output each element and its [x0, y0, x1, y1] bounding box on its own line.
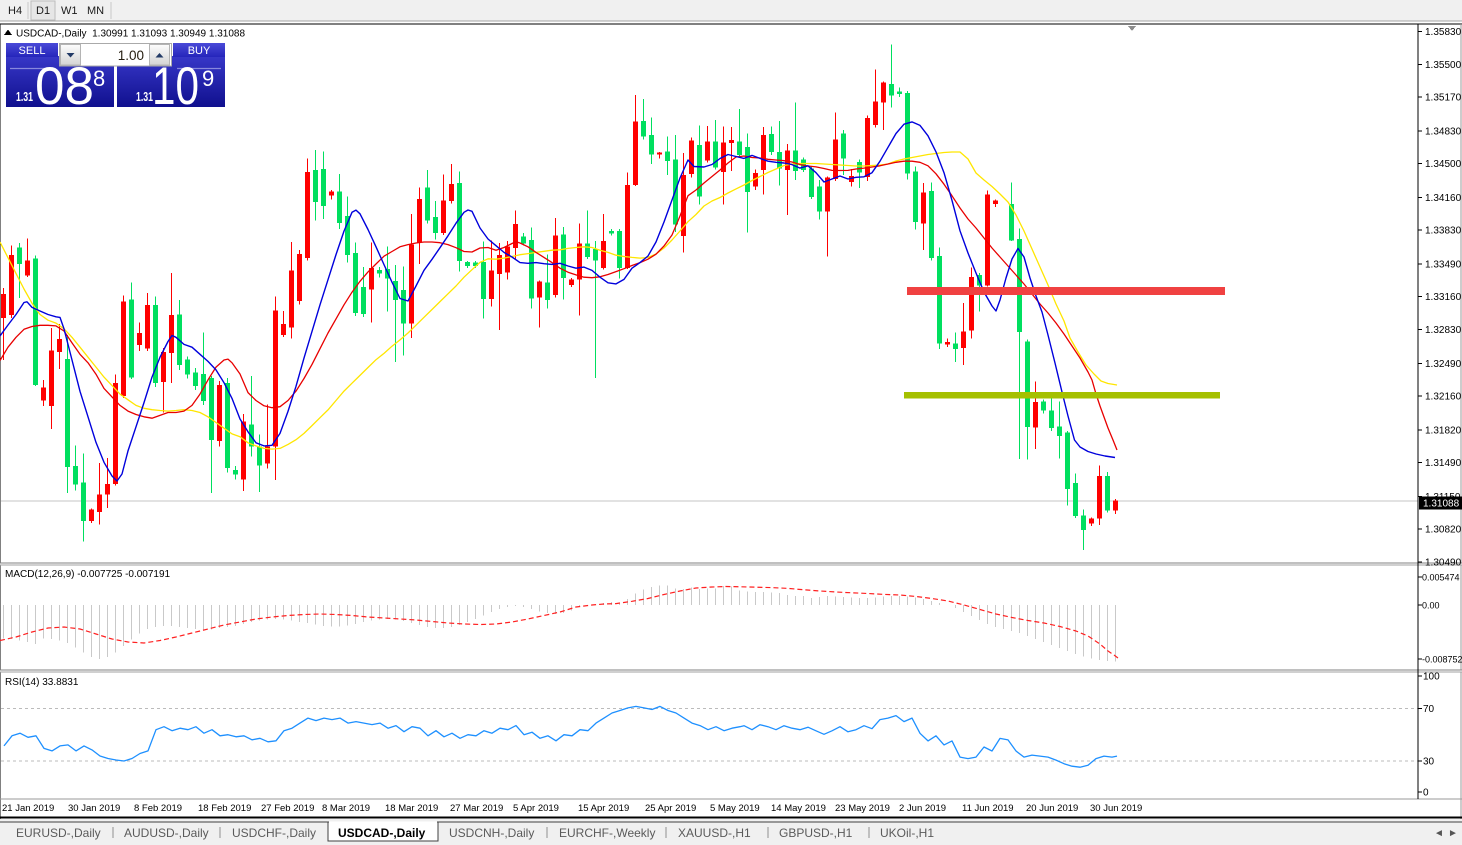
svg-text:8: 8 [93, 66, 105, 91]
svg-text:20 Jun 2019: 20 Jun 2019 [1026, 803, 1078, 814]
svg-text:1.34500: 1.34500 [1425, 159, 1462, 170]
svg-text:1.32160: 1.32160 [1425, 392, 1462, 403]
svg-text:1.31: 1.31 [136, 89, 153, 104]
svg-text:BUY: BUY [188, 45, 211, 57]
svg-text:10: 10 [152, 57, 199, 116]
svg-text:1.31490: 1.31490 [1425, 458, 1462, 469]
svg-text:8 Feb 2019: 8 Feb 2019 [134, 803, 182, 814]
svg-text:XAUUSD-,H1: XAUUSD-,H1 [678, 826, 751, 840]
svg-text:1.35500: 1.35500 [1425, 60, 1462, 71]
svg-text:21 Jan 2019: 21 Jan 2019 [2, 803, 54, 814]
svg-text:18 Feb 2019: 18 Feb 2019 [198, 803, 251, 814]
svg-text:1.34160: 1.34160 [1425, 193, 1462, 204]
svg-text:1.31: 1.31 [16, 89, 33, 104]
svg-text:23 May 2019: 23 May 2019 [835, 803, 890, 814]
svg-text:9: 9 [202, 66, 214, 91]
svg-text:2 Jun 2019: 2 Jun 2019 [899, 803, 946, 814]
svg-text:1.31820: 1.31820 [1425, 425, 1462, 436]
svg-text:D1: D1 [36, 5, 50, 17]
svg-text:1.35170: 1.35170 [1425, 93, 1462, 104]
svg-text:0.00: 0.00 [1422, 601, 1440, 611]
svg-text:►: ► [1448, 828, 1458, 839]
svg-text:AUDUSD-,Daily: AUDUSD-,Daily [124, 826, 209, 840]
svg-text:30: 30 [1423, 757, 1435, 768]
svg-text:08: 08 [35, 57, 94, 116]
svg-text:EURCHF-,Weekly: EURCHF-,Weekly [559, 826, 655, 840]
svg-text:1.34830: 1.34830 [1425, 126, 1462, 137]
svg-text:1.32490: 1.32490 [1425, 359, 1462, 370]
svg-text:25 Apr 2019: 25 Apr 2019 [645, 803, 696, 814]
svg-text:MACD(12,26,9) -0.007725 -0.007: MACD(12,26,9) -0.007725 -0.007191 [5, 569, 171, 580]
svg-text:0: 0 [1423, 788, 1429, 799]
svg-text:USDCAD-,Daily: USDCAD-,Daily [338, 826, 426, 840]
svg-text:1.30490: 1.30490 [1425, 557, 1462, 568]
svg-text:27 Mar 2019: 27 Mar 2019 [450, 803, 503, 814]
svg-text:1.35830: 1.35830 [1425, 27, 1462, 38]
svg-text:USDCHF-,Daily: USDCHF-,Daily [232, 826, 316, 840]
svg-text:UKOil-,H1: UKOil-,H1 [880, 826, 934, 840]
svg-text:27 Feb 2019: 27 Feb 2019 [261, 803, 314, 814]
svg-text:1.33830: 1.33830 [1425, 226, 1462, 237]
svg-text:11 Jun 2019: 11 Jun 2019 [962, 803, 1014, 814]
svg-text:30 Jun 2019: 30 Jun 2019 [1090, 803, 1142, 814]
svg-text:1.33490: 1.33490 [1425, 260, 1462, 271]
svg-text:EURUSD-,Daily: EURUSD-,Daily [16, 826, 101, 840]
svg-text:70: 70 [1423, 704, 1435, 715]
svg-text:14 May 2019: 14 May 2019 [771, 803, 826, 814]
svg-text:GBPUSD-,H1: GBPUSD-,H1 [779, 826, 853, 840]
svg-text:H4: H4 [8, 5, 22, 17]
svg-text:-0.008752: -0.008752 [1422, 655, 1462, 665]
svg-text:SELL: SELL [19, 45, 46, 57]
svg-text:0.005474: 0.005474 [1422, 573, 1460, 583]
svg-text:5 May 2019: 5 May 2019 [710, 803, 760, 814]
svg-text:8 Mar 2019: 8 Mar 2019 [322, 803, 370, 814]
svg-text:1.32830: 1.32830 [1425, 325, 1462, 336]
svg-text:1.30820: 1.30820 [1425, 525, 1462, 536]
svg-text:USDCNH-,Daily: USDCNH-,Daily [449, 826, 534, 840]
svg-text:1.33160: 1.33160 [1425, 292, 1462, 303]
svg-text:MN: MN [87, 5, 104, 17]
svg-text:1.31088: 1.31088 [1423, 499, 1460, 510]
svg-text:5 Apr 2019: 5 Apr 2019 [513, 803, 559, 814]
svg-text:W1: W1 [61, 5, 78, 17]
svg-text:15 Apr 2019: 15 Apr 2019 [578, 803, 629, 814]
svg-text:18 Mar 2019: 18 Mar 2019 [385, 803, 438, 814]
svg-text:USDCAD-,Daily 1.30991 1.31093: USDCAD-,Daily 1.30991 1.31093 1.30949 1.… [16, 29, 245, 40]
svg-text:1.00: 1.00 [118, 48, 144, 63]
svg-text:100: 100 [1423, 672, 1440, 683]
svg-text:◄: ◄ [1434, 828, 1444, 839]
svg-text:RSI(14) 33.8831: RSI(14) 33.8831 [5, 677, 79, 688]
svg-text:30 Jan 2019: 30 Jan 2019 [68, 803, 120, 814]
